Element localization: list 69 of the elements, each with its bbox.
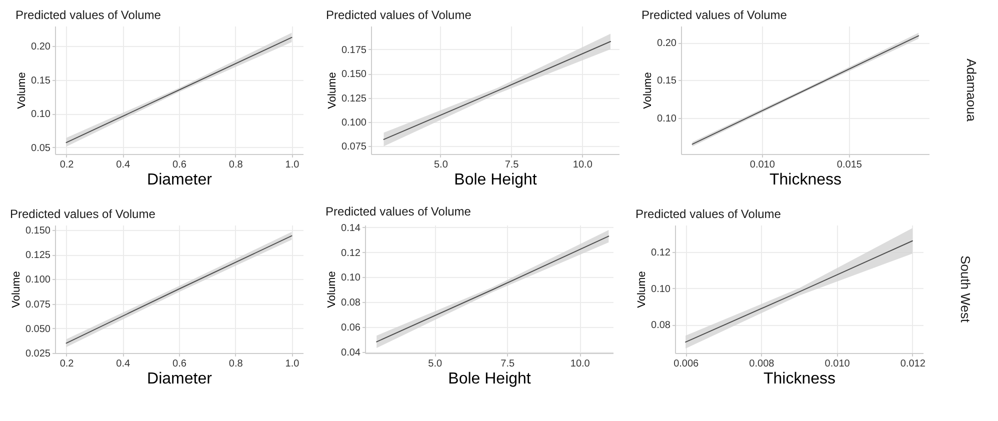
x-tick-label: 0.012 bbox=[900, 358, 926, 370]
x-tick-label: 0.015 bbox=[836, 160, 862, 170]
y-tick-label: 0.125 bbox=[25, 250, 51, 262]
y-tick-label: 0.12 bbox=[341, 248, 361, 259]
chart-title: Predicted values of Volume bbox=[16, 8, 162, 22]
y-tick-label: 0.10 bbox=[651, 284, 671, 295]
x-tick-label: 0.2 bbox=[60, 160, 74, 170]
x-tick-label: 5.0 bbox=[428, 358, 442, 370]
y-tick-label: 0.150 bbox=[25, 225, 51, 236]
y-tick-label: 0.075 bbox=[341, 142, 367, 153]
chart-title: Predicted values of Volume bbox=[10, 206, 156, 221]
x-tick-label: 0.006 bbox=[674, 358, 700, 370]
x-tick-label: 0.2 bbox=[60, 358, 74, 370]
text: South West bbox=[958, 256, 973, 323]
x-tick-label: 0.8 bbox=[228, 358, 244, 370]
y-tick-label: 0.08 bbox=[341, 298, 361, 309]
x-tick-label: 7.5 bbox=[500, 358, 516, 370]
y-axis-title: Volume bbox=[636, 271, 648, 308]
y-tick-label: 0.10 bbox=[31, 109, 51, 120]
y-tick-label: 0.10 bbox=[341, 272, 361, 284]
x-tick-label: 10.0 bbox=[572, 160, 593, 170]
y-axis-title: Volume bbox=[10, 271, 22, 308]
x-tick-label: 10.0 bbox=[570, 358, 590, 370]
x-tick-label: 7.5 bbox=[504, 160, 520, 170]
y-tick-label: 0.100 bbox=[341, 118, 367, 128]
y-tick-label: 0.14 bbox=[341, 222, 361, 234]
y-tick-label: 0.08 bbox=[651, 320, 671, 332]
y-tick-label: 0.20 bbox=[31, 42, 51, 53]
y-tick-label: 0.175 bbox=[341, 44, 367, 56]
y-tick-label: 0.15 bbox=[31, 75, 51, 86]
text: Adamaoua bbox=[964, 58, 979, 122]
y-tick-label: 0.150 bbox=[341, 69, 367, 80]
y-tick-label: 0.06 bbox=[341, 322, 361, 334]
x-tick-label: 0.008 bbox=[749, 358, 775, 370]
y-tick-label: 0.100 bbox=[25, 274, 51, 286]
x-tick-label: 0.010 bbox=[824, 358, 850, 370]
y-tick-label: 0.125 bbox=[341, 93, 367, 104]
x-axis-title: Thickness bbox=[763, 370, 836, 388]
x-tick-label: 1.0 bbox=[285, 358, 300, 370]
y-tick-label: 0.20 bbox=[657, 38, 677, 50]
y-axis-title: Volume bbox=[326, 271, 338, 308]
x-tick-label: 0.6 bbox=[172, 160, 187, 170]
chart-title: Predicted values of Volume bbox=[642, 8, 788, 22]
x-axis-title: Diameter bbox=[147, 172, 213, 188]
y-axis-title: Volume bbox=[326, 72, 338, 109]
y-tick-label: 0.025 bbox=[25, 348, 51, 360]
x-tick-label: 1.0 bbox=[285, 160, 300, 170]
y-axis-title: Volume bbox=[16, 72, 28, 109]
chart-title: Predicted values of Volume bbox=[326, 204, 472, 218]
y-tick-label: 0.10 bbox=[657, 113, 677, 124]
x-axis-title: Diameter bbox=[147, 370, 213, 388]
x-tick-label: 0.8 bbox=[228, 160, 244, 170]
x-tick-label: 0.4 bbox=[116, 358, 131, 370]
y-tick-label: 0.15 bbox=[657, 76, 677, 87]
y-axis-title: Volume bbox=[642, 72, 654, 109]
x-tick-label: 0.6 bbox=[172, 358, 187, 370]
x-tick-label: 5.0 bbox=[434, 160, 448, 170]
y-tick-label: 0.050 bbox=[25, 324, 51, 335]
chart-title: Predicted values of Volume bbox=[636, 207, 782, 221]
x-axis-title: Thickness bbox=[769, 172, 842, 188]
x-tick-label: 0.010 bbox=[750, 160, 776, 170]
chart-title: Predicted values of Volume bbox=[326, 8, 472, 22]
y-tick-label: 0.05 bbox=[31, 142, 51, 154]
y-tick-label: 0.12 bbox=[651, 247, 671, 258]
x-axis-title: Bole Height bbox=[454, 172, 538, 188]
y-tick-label: 0.04 bbox=[341, 347, 361, 358]
y-tick-label: 0.075 bbox=[25, 299, 51, 310]
x-axis-title: Bole Height bbox=[448, 370, 532, 388]
x-tick-label: 0.4 bbox=[116, 160, 131, 170]
